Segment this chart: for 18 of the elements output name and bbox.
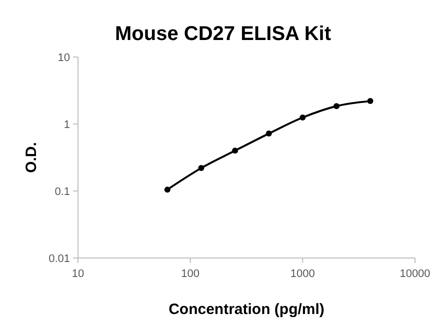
x-tick-label: 100 [181,268,200,280]
y-axis-title: O.D. [23,142,40,173]
point [232,148,238,154]
y-tick-label: 10 [58,52,70,64]
point [198,165,204,172]
point [266,130,272,137]
x-axis-title: Concentration (pg/ml) [168,301,324,318]
y-tick-label: 0.01 [48,253,70,265]
y-tick-label: 1 [64,119,70,131]
chart-title: Mouse CD27 ELISA Kit [115,23,332,45]
x-tick-label: 1000 [290,268,315,280]
x-tick-label: 10 [72,268,84,280]
x-tick-label: 10000 [400,268,430,280]
point [300,114,306,121]
point [164,186,170,193]
point [367,98,374,104]
y-tick-label: 0.1 [54,186,70,198]
point [333,103,340,110]
